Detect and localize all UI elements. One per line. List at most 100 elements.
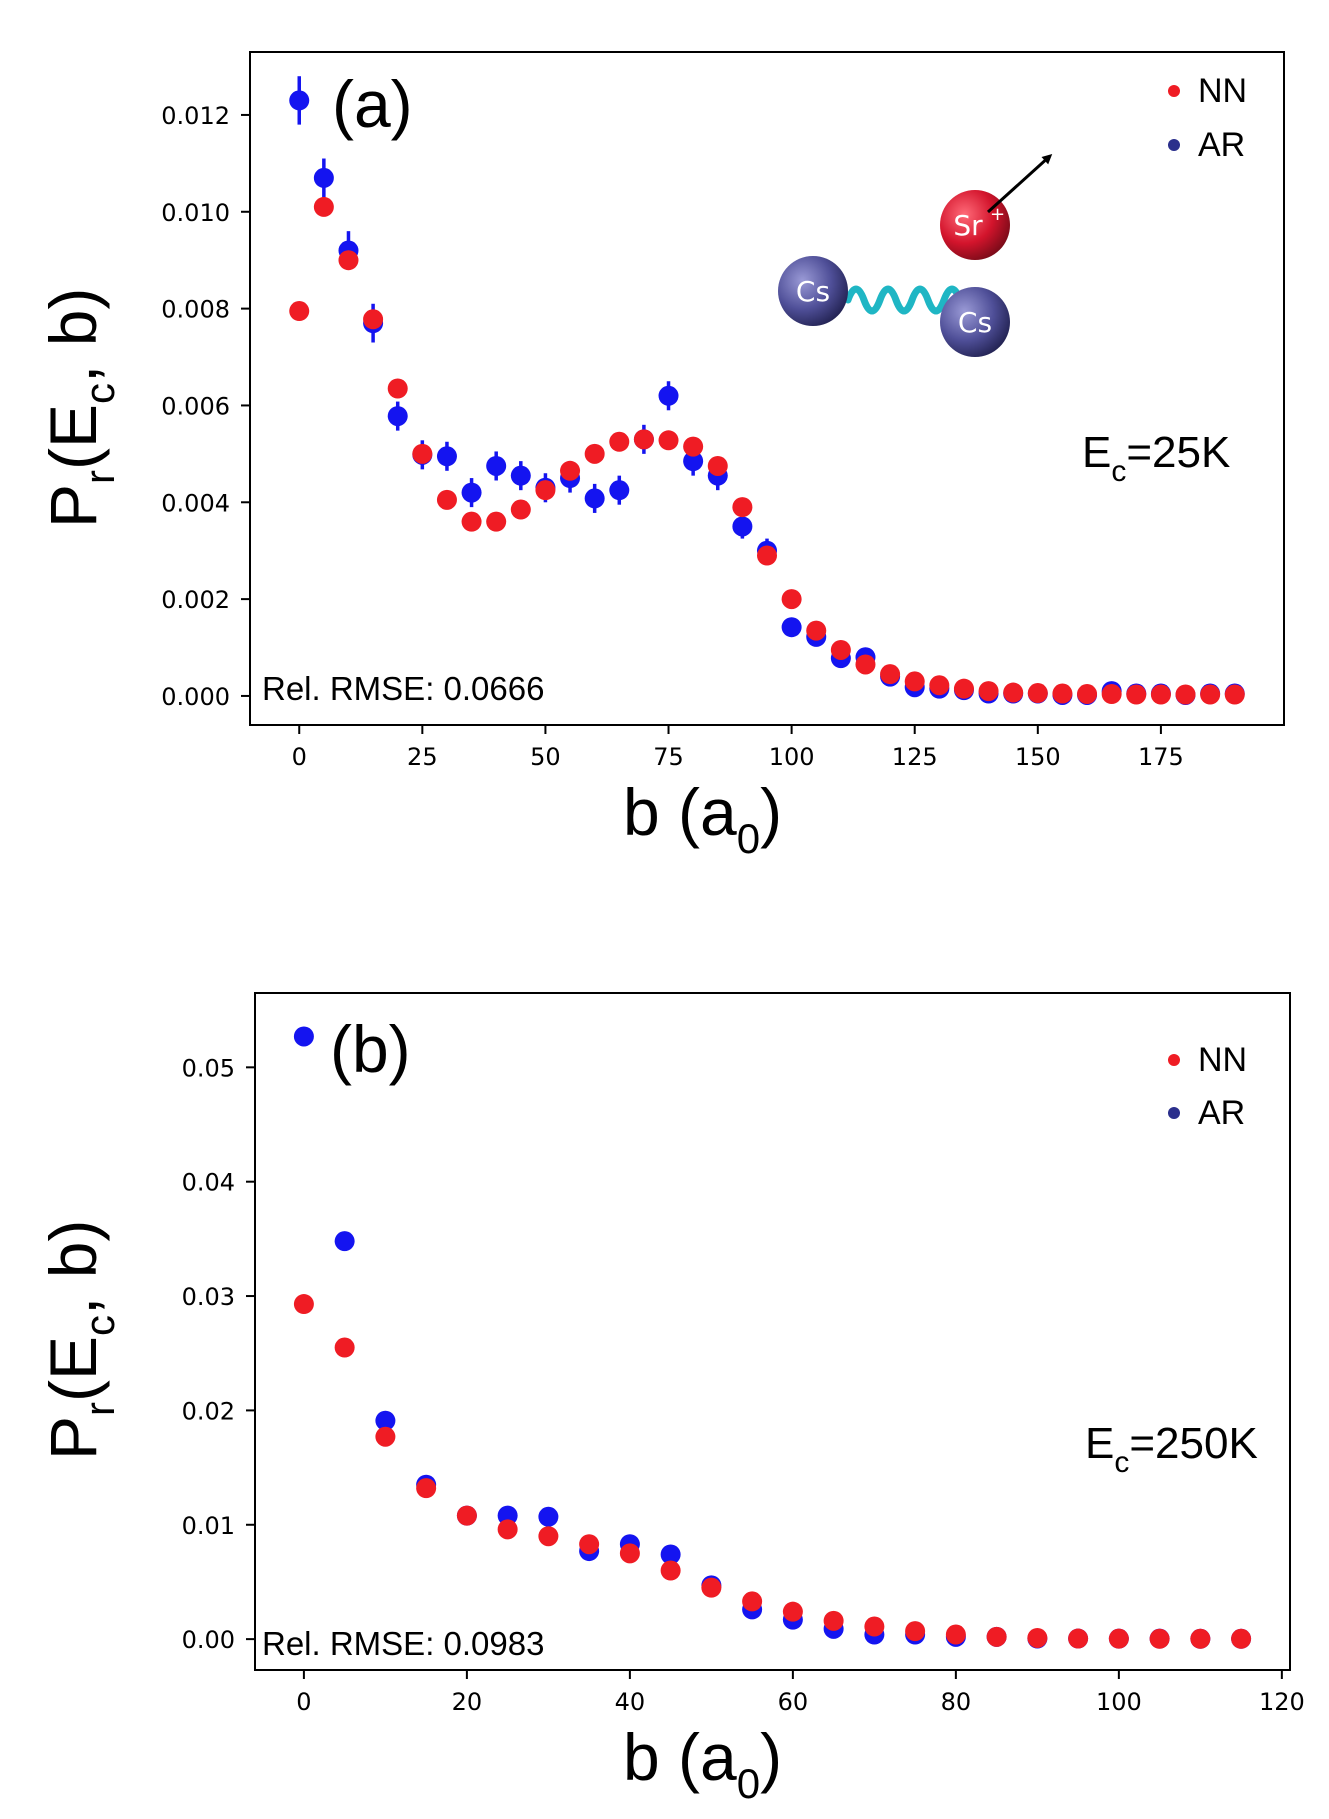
nn-point-a: [338, 250, 359, 271]
ar-point-a: [683, 451, 704, 472]
x-tick-label-a: 0: [292, 743, 307, 771]
y-tick-label-a: 0.012: [161, 102, 230, 130]
x-tick-label-a: 25: [407, 743, 438, 771]
nn-point-a: [1101, 684, 1122, 705]
y-tick-label-a: 0.004: [161, 489, 230, 517]
rmse-label-b: Rel. RMSE: 0.0983: [262, 1625, 544, 1662]
ion-arrow: [986, 153, 1053, 214]
ar-point-a: [510, 465, 531, 486]
nn-point-b: [579, 1534, 600, 1555]
nn-point-a: [1224, 684, 1245, 705]
nn-point-a: [806, 620, 827, 641]
x-tick-label-a: 100: [769, 743, 815, 771]
ar-point-b: [334, 1231, 355, 1252]
x-tick-label-a: 125: [892, 743, 938, 771]
nn-point-a: [904, 671, 925, 692]
nn-point-b: [823, 1610, 844, 1631]
legend-marker-nn-b: [1168, 1054, 1180, 1066]
legend-label-ar-b: AR: [1198, 1094, 1245, 1132]
plot-content-b: 0 20 40 60 80 100 120 0.00 0.01 0.02 0.03 0.04 0.05: [182, 1026, 1305, 1716]
ar-point-a: [289, 90, 310, 111]
nn-point-b: [538, 1526, 559, 1547]
nn-point-a: [1200, 684, 1221, 705]
y-tick-label-b: 0.04: [182, 1169, 235, 1197]
y-tick-label-b: 0.02: [182, 1397, 235, 1425]
y-axis-label-a-sub1: r: [76, 470, 123, 484]
nn-point-b: [1231, 1628, 1252, 1649]
nn-point-a: [707, 455, 728, 476]
cs-atom-2-label: Cs: [958, 306, 992, 339]
y-tick-label-b: 0.05: [182, 1054, 235, 1082]
nn-point-b: [619, 1543, 640, 1564]
nn-point-a: [1003, 682, 1024, 703]
y-tick-label-a: 0.000: [161, 683, 230, 711]
legend-a: NN AR: [1168, 72, 1247, 164]
energy-label-b-main: E: [1085, 1419, 1114, 1468]
y-axis-label-b-end: , b): [36, 1220, 110, 1315]
energy-label-a-sub: c: [1111, 455, 1126, 488]
ar-point-a: [609, 480, 630, 501]
nn-point-b: [1190, 1628, 1211, 1649]
nn-point-a: [412, 443, 433, 464]
nn-point-b: [905, 1621, 926, 1642]
plot-frame-b: [254, 992, 1291, 1671]
y-axis-label-b-main: P: [36, 1416, 110, 1460]
x-axis-label-a: b (a0): [623, 775, 782, 862]
nn-point-a: [1126, 684, 1147, 705]
nn-point-b: [660, 1560, 681, 1581]
y-axis-label-b-sub2: c: [76, 1315, 123, 1336]
y-axis-label-a-main: P: [36, 484, 110, 528]
y-axis-label-b-sub1: r: [76, 1402, 123, 1416]
nn-point-a: [633, 429, 654, 450]
legend-label-nn-a: NN: [1198, 72, 1247, 110]
energy-label-b-sub: c: [1114, 1446, 1129, 1479]
nn-point-a: [1150, 684, 1171, 705]
cs-atom-2: [940, 287, 1010, 357]
x-tick-label-a: 150: [1015, 743, 1061, 771]
legend-b: NN AR: [1168, 1041, 1247, 1132]
nn-point-b: [1027, 1627, 1048, 1648]
panel-label-a: (a): [332, 67, 413, 141]
legend-label-nn-b: NN: [1198, 1041, 1247, 1079]
x-axis-label-b-sub: 0: [737, 1760, 760, 1807]
nn-point-b: [497, 1519, 518, 1540]
nn-point-a: [978, 681, 999, 702]
nn-point-a: [313, 196, 334, 217]
x-axis-label-a-sub: 0: [737, 815, 760, 862]
y-axis-label-b-mid: (E: [36, 1336, 110, 1402]
nn-point-a: [1077, 684, 1098, 705]
x-tick-label-b: 0: [296, 1688, 311, 1716]
ar-point-a: [658, 385, 679, 406]
energy-label-b: Ec=250K: [1085, 1419, 1258, 1479]
sr-ion-charge: +: [990, 204, 1005, 225]
legend-marker-ar-a: [1168, 139, 1180, 151]
ar-point-a: [313, 167, 334, 188]
plot-frame-a: [249, 51, 1285, 726]
nn-point-b: [375, 1426, 396, 1447]
legend-label-ar-a: AR: [1198, 126, 1245, 164]
panel-a: 0 25 50 75 100 125 150 175 0.000 0.002 0.004 0.006 0…: [36, 51, 1285, 862]
ar-point-b: [497, 1505, 518, 1526]
nn-point-b: [334, 1337, 355, 1358]
nn-point-a: [363, 309, 384, 330]
x-tick-label-a: 75: [653, 743, 684, 771]
nn-point-b: [864, 1616, 885, 1637]
y-axis-label-b: Pr(Ec, b): [36, 1220, 123, 1460]
x-axis-label-a-close: ): [760, 775, 782, 849]
nn-point-a: [929, 675, 950, 696]
nn-point-a: [1027, 683, 1048, 704]
ar-point-a: [387, 406, 408, 427]
nn-point-a: [560, 460, 581, 481]
ar-point-a: [461, 482, 482, 503]
nn-point-a: [584, 443, 605, 464]
nn-point-a: [1175, 684, 1196, 705]
x-tick-label-a: 175: [1138, 743, 1184, 771]
nn-point-b: [782, 1601, 803, 1622]
cs-atom-1: [778, 256, 848, 326]
molecule-inset: Cs Cs Sr +: [778, 153, 1053, 357]
x-tick-label-b: 60: [778, 1688, 809, 1716]
y-tick-label-a: 0.002: [161, 586, 230, 614]
nn-point-b: [701, 1577, 722, 1598]
nn-point-a: [289, 301, 310, 322]
nn-point-b: [416, 1478, 437, 1499]
